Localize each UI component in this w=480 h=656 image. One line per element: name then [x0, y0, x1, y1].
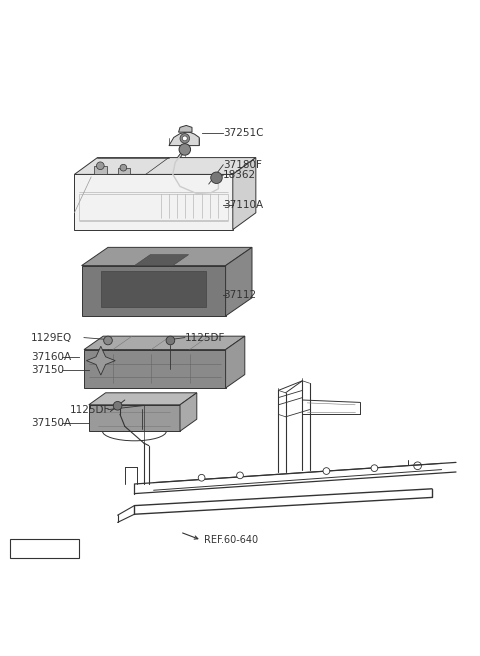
- Bar: [10, 539, 79, 558]
- Text: 37112: 37112: [223, 291, 256, 300]
- Text: 1125DF: 1125DF: [70, 405, 110, 415]
- Circle shape: [182, 136, 187, 141]
- Circle shape: [104, 336, 112, 345]
- Bar: [118, 168, 130, 174]
- Polygon shape: [134, 255, 189, 266]
- Polygon shape: [89, 393, 197, 405]
- Circle shape: [113, 401, 122, 410]
- Polygon shape: [180, 393, 197, 431]
- Polygon shape: [233, 157, 256, 230]
- Circle shape: [371, 465, 378, 472]
- Polygon shape: [82, 266, 226, 316]
- Text: 1129EQ: 1129EQ: [31, 333, 72, 342]
- Text: 37251C: 37251C: [223, 128, 264, 138]
- Polygon shape: [226, 247, 252, 316]
- Text: 37110A: 37110A: [223, 199, 264, 210]
- Circle shape: [180, 134, 190, 143]
- Circle shape: [198, 474, 205, 481]
- Text: FR.: FR.: [17, 543, 39, 555]
- Polygon shape: [86, 346, 115, 375]
- Text: REF.60-640: REF.60-640: [204, 535, 258, 545]
- Circle shape: [96, 162, 104, 170]
- Circle shape: [211, 172, 222, 184]
- Polygon shape: [74, 174, 233, 230]
- Text: 18362: 18362: [223, 171, 256, 180]
- Polygon shape: [226, 336, 245, 388]
- Bar: [79, 194, 228, 220]
- Polygon shape: [82, 247, 252, 266]
- Text: 37150A: 37150A: [31, 418, 72, 428]
- Circle shape: [237, 472, 243, 479]
- Polygon shape: [89, 405, 180, 431]
- Text: 37150: 37150: [31, 365, 64, 375]
- Circle shape: [414, 462, 421, 470]
- Circle shape: [179, 144, 191, 155]
- Polygon shape: [84, 350, 226, 388]
- Text: 37160A: 37160A: [31, 352, 72, 362]
- Polygon shape: [84, 336, 245, 350]
- Polygon shape: [74, 157, 256, 174]
- Polygon shape: [169, 132, 199, 146]
- Text: 37180F: 37180F: [223, 160, 262, 170]
- Text: 1125DF: 1125DF: [185, 333, 225, 342]
- Circle shape: [323, 468, 330, 474]
- Circle shape: [120, 164, 127, 171]
- Polygon shape: [179, 125, 192, 132]
- Bar: [94, 166, 107, 174]
- Polygon shape: [101, 272, 206, 308]
- Circle shape: [166, 336, 175, 345]
